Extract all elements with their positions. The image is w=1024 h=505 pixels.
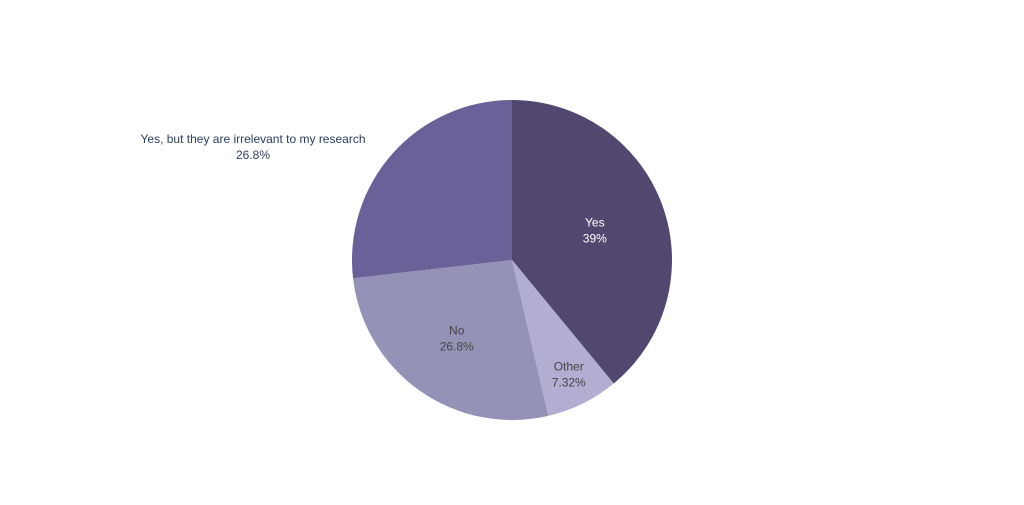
- slice-label-no: No 26.8%: [440, 323, 474, 353]
- pie-slice-no: [353, 260, 549, 420]
- slice-label-name: Yes: [585, 215, 605, 229]
- pie-slice-yes-but-they-are-irrelevant-to-my-research: [352, 100, 512, 279]
- slice-label-percent: 39%: [583, 231, 607, 245]
- pie-slices: [352, 100, 673, 420]
- slice-label-yes-but-they-are-irrelevant-to-my-research: Yes, but they are irrelevant to my resea…: [141, 132, 366, 162]
- slice-label-other: Other 7.32%: [552, 360, 586, 390]
- slice-label-percent: 26.8%: [236, 148, 270, 162]
- slice-label-name: No: [449, 323, 465, 337]
- slice-label-name: Yes, but they are irrelevant to my resea…: [141, 132, 366, 146]
- pie-slice-yes: [512, 100, 673, 384]
- slice-label-percent: 7.32%: [552, 376, 586, 390]
- pie-slice-other: [512, 260, 614, 416]
- slice-label-name: Other: [554, 360, 584, 374]
- pie-labels: Yes 39% Other 7.32% No 26.8% Yes, but they are…: [141, 132, 608, 390]
- slice-label-yes: Yes 39%: [583, 215, 607, 245]
- slice-label-percent: 26.8%: [440, 339, 474, 353]
